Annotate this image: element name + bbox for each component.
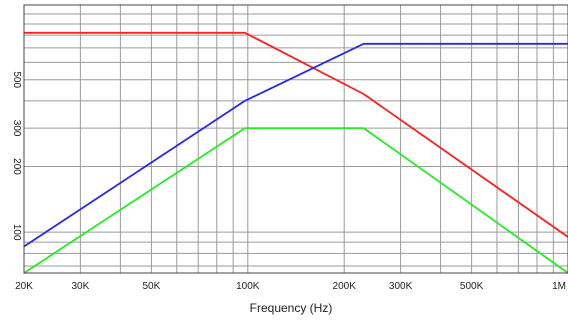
- x-tick-label: 1M: [552, 281, 566, 292]
- y-tick-label: 300: [11, 120, 22, 137]
- y-tick-label: 500: [11, 71, 22, 88]
- plot-border: [23, 4, 568, 274]
- y-tick-label: 200: [11, 158, 22, 175]
- series-lines: [23, 31, 568, 274]
- x-tick-label: 200K: [333, 281, 357, 292]
- series-line-2: [23, 42, 568, 248]
- x-tick-label: 300K: [389, 281, 413, 292]
- x-tick-label: 30K: [72, 281, 90, 292]
- x-axis-title: Frequency (Hz): [250, 301, 333, 315]
- plot-background: [24, 5, 568, 273]
- grid: [24, 5, 568, 273]
- x-tick-label: 20K: [15, 281, 33, 292]
- x-tick-label: 500K: [460, 281, 484, 292]
- x-tick-label: 50K: [143, 281, 161, 292]
- y-tick-labels: 100 200 300 500: [11, 71, 22, 241]
- x-tick-labels: 20K 30K 50K 100K 200K 300K 500K 1M: [15, 281, 566, 292]
- series-line-3: [23, 127, 568, 274]
- y-tick-label: 100: [11, 224, 22, 241]
- x-tick-label: 100K: [236, 281, 260, 292]
- series-line-1: [24, 31, 568, 238]
